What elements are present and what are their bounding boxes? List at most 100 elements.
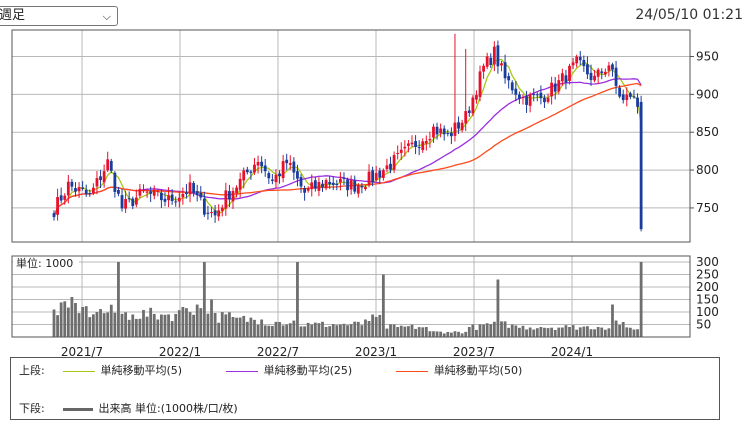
candle-up-body	[235, 187, 238, 194]
candle-up-body	[550, 82, 554, 97]
candle-up-body	[475, 95, 478, 100]
period-select[interactable]: 週足 ⌵	[0, 6, 118, 26]
candle-up-body	[224, 190, 228, 209]
x-axis: 2021/7 2022/1 2022/7 2023/1 2023/7 2024/1	[61, 345, 593, 359]
candle-down-body	[553, 83, 557, 92]
volume-bar	[586, 326, 589, 337]
candle-up-body	[102, 171, 106, 183]
volume-bar	[475, 329, 478, 337]
volume-bar	[374, 316, 378, 337]
candle-up-body	[492, 46, 496, 65]
candle-down-body	[621, 94, 625, 101]
volume-bar	[356, 321, 360, 337]
candle-up-body	[281, 161, 285, 179]
candle-down-body	[632, 96, 636, 98]
candle-down-body	[378, 170, 382, 178]
candle-up-body	[256, 161, 260, 166]
volume-bar	[170, 321, 174, 337]
volume-bar	[145, 316, 149, 337]
candle-down-body	[417, 147, 421, 149]
volume-bar	[399, 325, 403, 337]
volume-bar	[160, 314, 163, 337]
volume-tick-label: 200	[696, 280, 719, 294]
candle-up-body	[152, 189, 156, 196]
legend-upper-label: 上段:	[19, 364, 45, 377]
candle-down-body	[113, 172, 117, 192]
candle-down-body	[543, 97, 546, 103]
volume-bar	[485, 323, 489, 337]
volume-bar	[360, 325, 364, 337]
volume-bar	[163, 314, 167, 337]
volume-bar	[564, 325, 568, 337]
volume-bar	[113, 312, 117, 337]
volume-bar	[260, 319, 264, 337]
candle-up-body	[439, 128, 443, 134]
candle-up-body	[571, 62, 575, 66]
candle-up-body	[63, 195, 67, 200]
candle-up-body	[356, 185, 360, 194]
candle-up-body	[471, 97, 475, 114]
volume-bar	[317, 323, 321, 337]
volume-tick-label: 300	[696, 255, 719, 269]
candle-up-body	[485, 56, 489, 67]
volume-bar	[70, 297, 74, 337]
volume-bar	[185, 308, 188, 337]
volume-bar	[303, 326, 306, 337]
volume-bar	[421, 327, 425, 337]
price-tick-label: 750	[696, 201, 719, 215]
candle-down-body	[270, 179, 274, 181]
candle-down-body	[127, 198, 131, 200]
candle-down-body	[389, 163, 392, 170]
volume-bar	[367, 320, 371, 337]
candle-up-body	[410, 142, 414, 145]
volume-bar	[267, 325, 271, 337]
volume-bar	[195, 304, 199, 337]
volume-bar	[628, 327, 632, 337]
candle-down-body	[185, 192, 188, 194]
candle-up-body	[593, 75, 596, 81]
candle-up-body	[310, 182, 314, 190]
candle-up-body	[546, 97, 550, 102]
legend-swatch-ma5	[62, 370, 95, 372]
volume-bar	[510, 324, 514, 337]
volume-bar	[514, 325, 518, 337]
candle-down-body	[496, 45, 500, 67]
candle-up-body	[403, 146, 407, 149]
volume-bar	[532, 329, 536, 337]
candle-down-body	[296, 171, 299, 179]
candle-down-body	[260, 161, 264, 167]
volume-bar	[464, 331, 468, 337]
volume-bar	[310, 324, 314, 337]
volume-tick-label: 50	[696, 318, 711, 332]
volume-bar	[410, 324, 414, 337]
candle-up-body	[306, 188, 310, 191]
volume-bar	[74, 303, 77, 337]
candle-up-body	[134, 197, 138, 205]
volume-bar	[84, 306, 88, 337]
volume-grid	[12, 256, 690, 337]
volume-bar	[589, 329, 593, 337]
candle-up-body	[66, 181, 70, 196]
volume-bar	[124, 312, 127, 337]
volume-bar	[192, 314, 196, 337]
volume-bar	[134, 318, 138, 337]
volume-bar	[120, 313, 124, 337]
candle-up-body	[374, 172, 378, 181]
volume-bar	[206, 313, 210, 337]
legend-swatch-ma50	[395, 370, 428, 372]
candle-down-body	[442, 128, 446, 135]
candle-down-body	[578, 56, 582, 61]
volume-bar	[224, 314, 228, 337]
volume-bar	[396, 327, 400, 337]
candle-up-body	[242, 170, 246, 181]
candle-up-body	[220, 207, 224, 211]
volume-bar	[117, 262, 120, 337]
volume-bar	[385, 328, 389, 337]
volume-bar	[52, 309, 56, 337]
volume-bar	[618, 324, 622, 337]
volume-bar	[553, 329, 557, 337]
candle-down-body	[539, 92, 543, 99]
candle-up-body	[56, 197, 59, 215]
candle-down-body	[353, 180, 357, 192]
candle-up-body	[500, 63, 503, 66]
